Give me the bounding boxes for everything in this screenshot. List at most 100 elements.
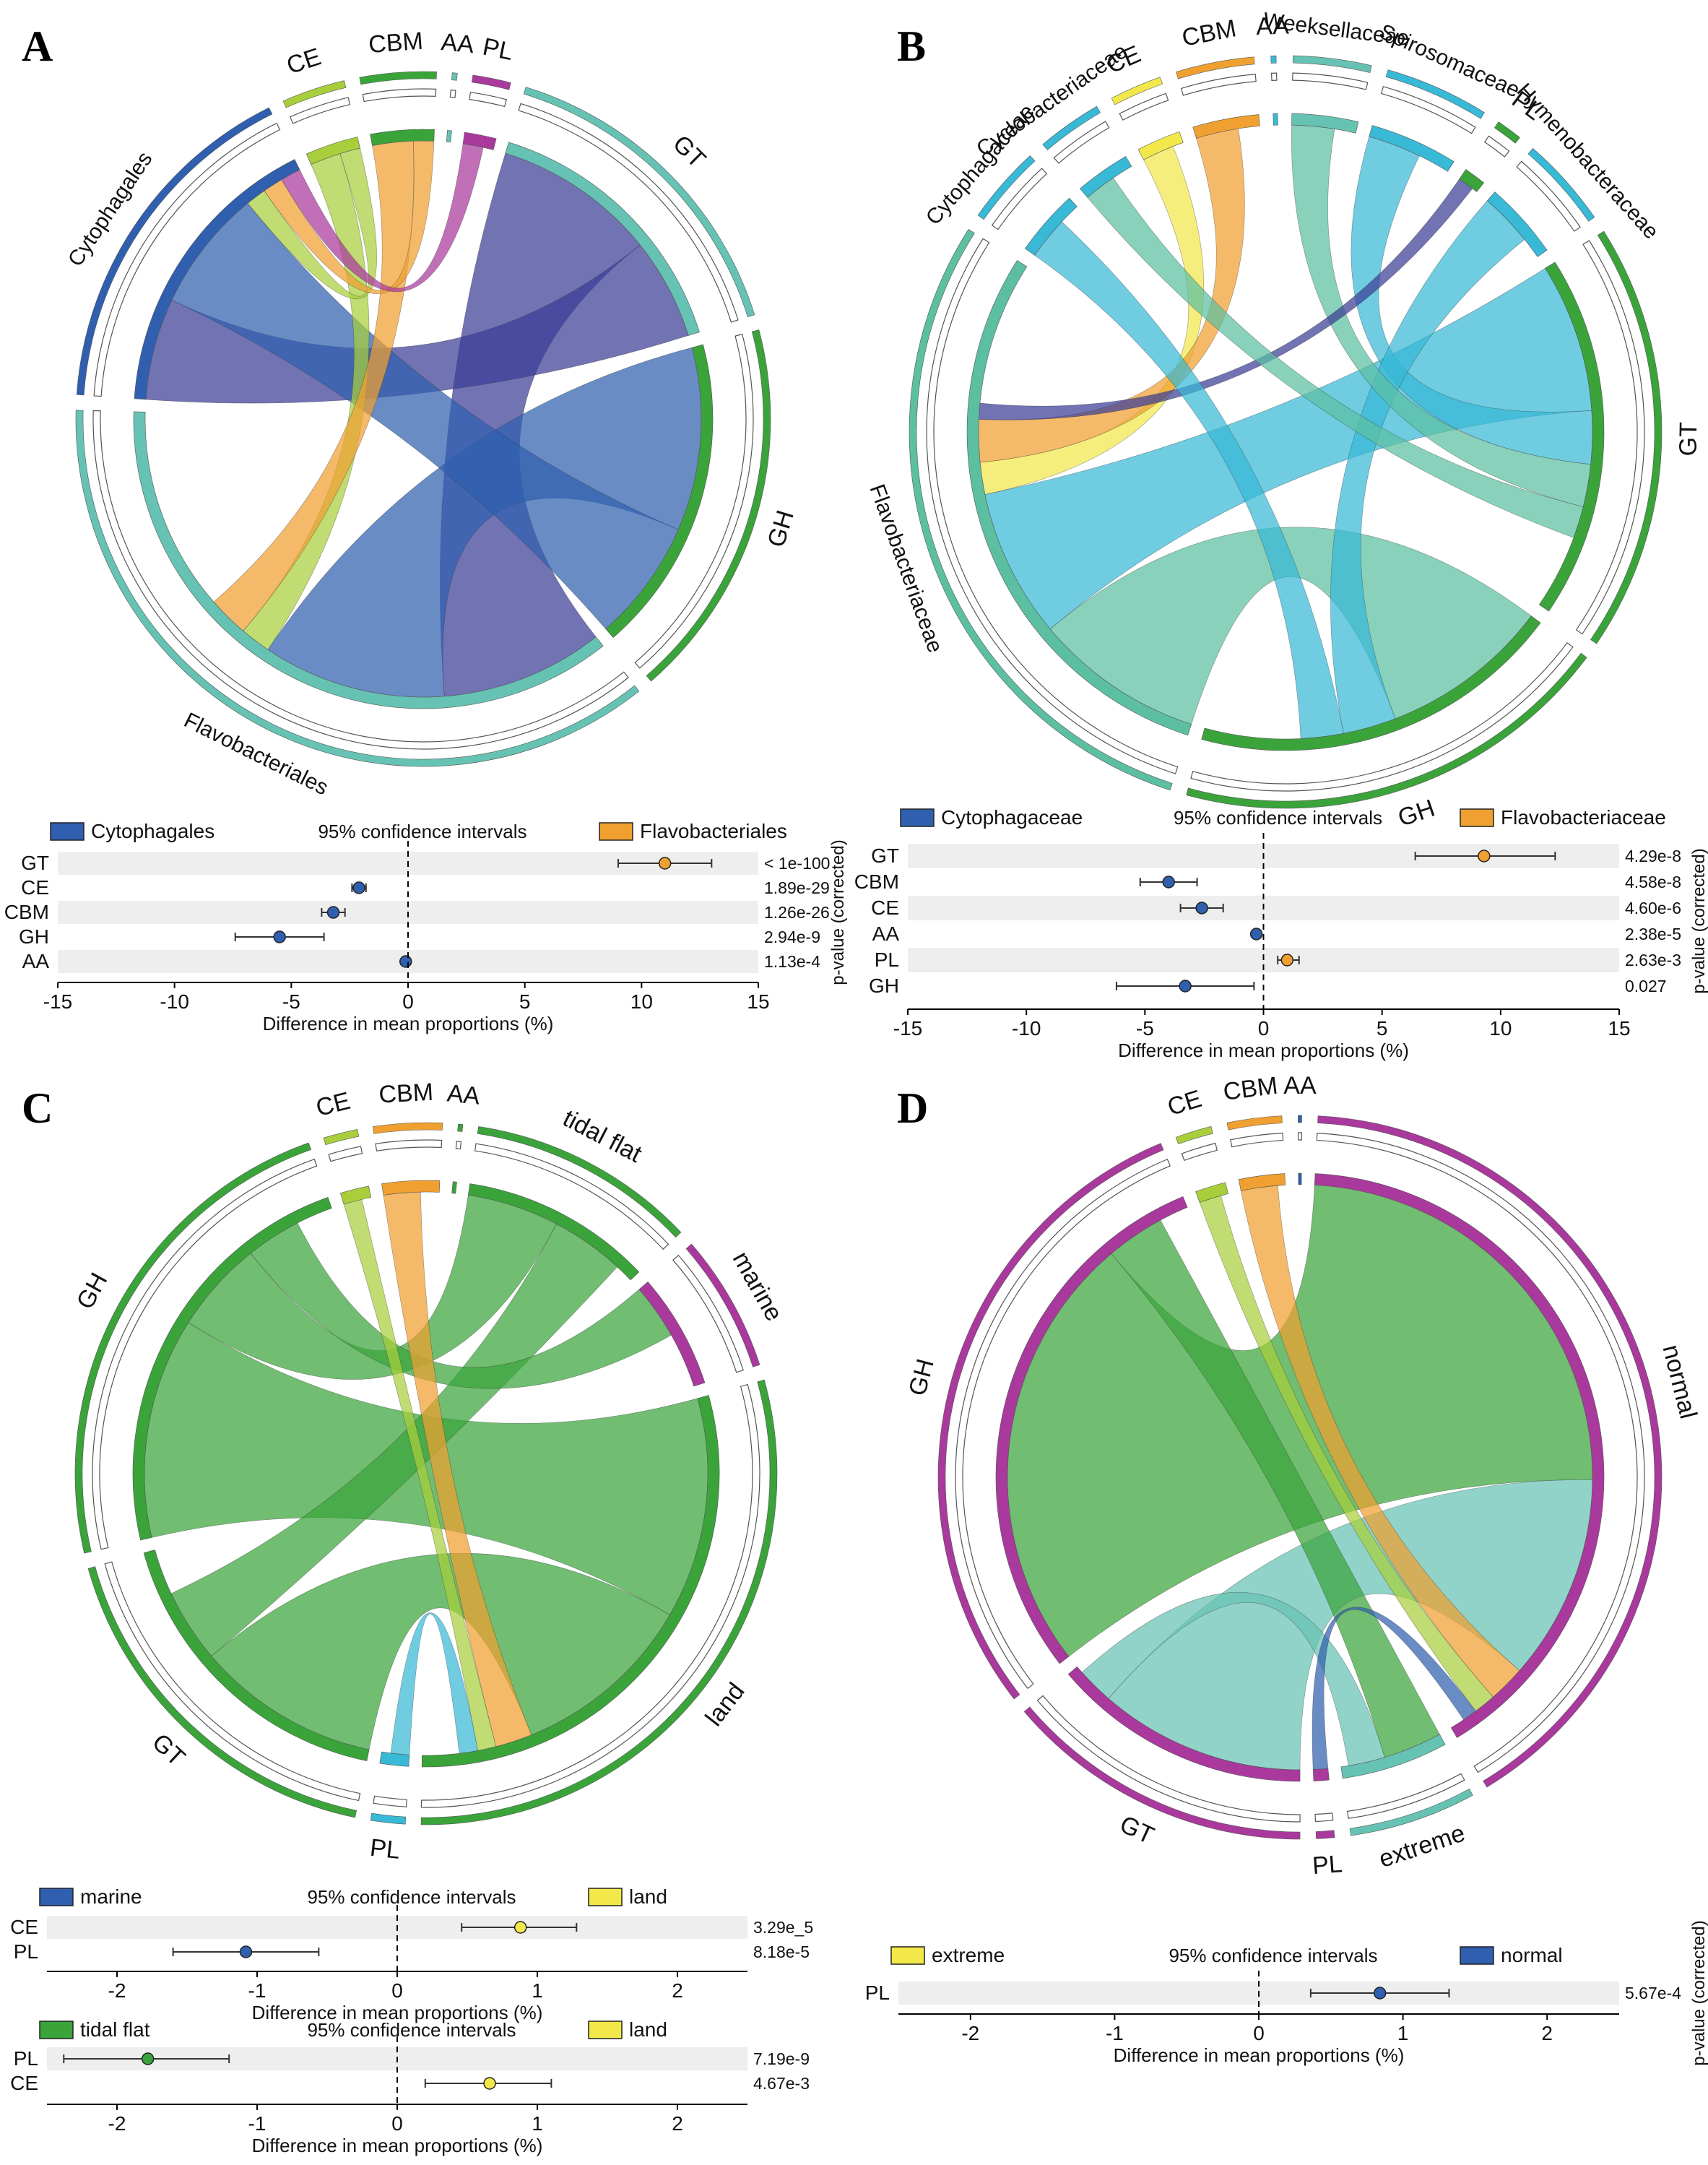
p-value-ce: 4.67e-3	[753, 2074, 810, 2093]
ci-plot-a: Cytophagales Flavobacteriales 95% confiden…	[4, 820, 848, 1034]
segment-inner-extreme	[1340, 1734, 1446, 1779]
x-tick-label-5: 5	[1377, 1017, 1388, 1040]
segment-inner-cbm	[1238, 1173, 1286, 1191]
legend-swatch-flavobacteriaceae	[1460, 808, 1494, 827]
segment-label-cbm: CBM	[368, 27, 424, 59]
panel-d: D normal extreme PL GT GH CE CBM AA extreme norm…	[854, 1069, 1708, 2165]
legend-swatch-normal	[1460, 1946, 1494, 1965]
ci-point-ce	[352, 881, 365, 894]
segment-mid-aa	[1297, 1132, 1302, 1141]
segment-mid-pl	[1314, 1812, 1334, 1823]
chord-links-d	[1007, 1185, 1593, 1771]
ci-1-x-label: Difference in mean proportions (%)	[1118, 1040, 1409, 1061]
segment-mid-cbm	[1180, 74, 1257, 96]
ci-point-aa	[1249, 928, 1263, 941]
x-tick-label-10: 10	[1489, 1017, 1512, 1040]
segment-outer-gh	[646, 329, 771, 682]
row-label-gt: GT	[21, 852, 49, 874]
segment-label-ce: CE	[283, 43, 324, 79]
segment-inner-pl	[462, 131, 497, 150]
segment-inner-aa	[451, 1181, 457, 1194]
ci-2-legend: marine land 95% confidence intervals	[39, 1885, 667, 1908]
segment-mid-extreme	[1346, 1773, 1465, 1819]
panel-a: A GT GH Flavobacteriales Cytophagales CE CBM A…	[0, 0, 854, 1069]
segment-inner-gh	[605, 344, 714, 639]
segment-outer-pl	[370, 1812, 407, 1825]
segment-outer-aa	[457, 1123, 464, 1132]
segment-label-ce: CE	[1164, 1085, 1205, 1121]
x-tick-label-15: -15	[893, 1017, 922, 1040]
segment-mid-spirosomaceae	[1380, 86, 1476, 134]
segment-label-aa: AA	[1283, 1072, 1317, 1099]
ci-point-gt	[658, 857, 672, 870]
segment-mid-gt	[518, 103, 739, 323]
x-tick-label-1: -1	[1106, 2022, 1124, 2044]
x-tick-label-15: -15	[43, 990, 72, 1013]
ci-plot-c2: tidal flat land 95% confidence intervals PL…	[10, 2018, 810, 2156]
segment-mid-aa	[455, 1141, 462, 1150]
legend-label-land: land	[629, 2018, 667, 2041]
row-label-aa: AA	[872, 922, 900, 945]
segment-label-pl: PL	[480, 33, 515, 66]
segment-outer-pl	[1494, 121, 1520, 144]
segment-outer-pl	[472, 74, 511, 90]
segment-mid-gh	[1190, 641, 1574, 792]
segment-mid-aa	[1270, 72, 1278, 81]
segment-outer-gh	[1186, 652, 1587, 809]
ci-4-x-label: Difference in mean proportions (%)	[1114, 2044, 1405, 2066]
ci-point-aa	[399, 955, 412, 968]
segment-label-aa: AA	[1256, 12, 1290, 40]
segment-outer-cbm	[373, 1122, 443, 1134]
x-tick-label-2: -2	[961, 2022, 979, 2044]
ci-plot-d: extreme normal 95% confidence intervals PL 5…	[865, 1920, 1708, 2066]
ci-plot-c1: marine land 95% confidence intervals CE 3.29…	[10, 1885, 813, 2023]
segment-mid-gh	[92, 1158, 318, 1550]
p-value-gt: < 1e-100	[764, 854, 830, 873]
legend-label-tidal-flat: tidal flat	[80, 2018, 150, 2041]
segment-inner-aa	[446, 130, 452, 143]
x-tick-label-15: 15	[747, 990, 769, 1013]
segment-label-gh: GH	[903, 1356, 940, 1399]
ci-4-title: 95% confidence intervals	[1169, 1945, 1377, 1966]
segment-outer-gt	[1023, 1706, 1301, 1840]
ci-0-title: 95% confidence intervals	[318, 821, 526, 842]
segment-mid-flavobacteriales	[92, 410, 629, 750]
ci-2-title: 95% confidence intervals	[307, 1886, 516, 1908]
p-value-ce: 1.89e-29	[764, 878, 830, 897]
segment-inner-cyclobacteriaceae	[1080, 156, 1132, 198]
row-label-gt: GT	[871, 844, 899, 867]
x-tick-label-2: -2	[108, 1979, 126, 2002]
ci-1-legend: Cytophagaceae Flavobacteriaceae 95% confid…	[900, 806, 1666, 829]
segment-label-ce: CE	[313, 1087, 353, 1122]
segment-mid-hymenobacteraceae	[1516, 160, 1581, 232]
row-label-ce: CE	[10, 1916, 38, 1938]
ci-0-legend: Cytophagales Flavobacteriales 95% confiden…	[50, 820, 787, 842]
segment-outer-flavobacteriales	[75, 410, 640, 767]
x-tick-label-10: -10	[160, 990, 188, 1013]
legend-label-cytophagaceae: Cytophagaceae	[941, 806, 1083, 829]
segment-label-cbm: CBM	[378, 1079, 434, 1109]
segment-inner-cbm	[381, 1180, 441, 1196]
segment-mid-ce	[1181, 1142, 1218, 1162]
x-tick-label-1: 1	[532, 1979, 543, 2002]
ci-4-legend: extreme normal 95% confidence intervals	[890, 1944, 1563, 1966]
segment-inner-gh	[1201, 615, 1541, 751]
segment-mid-gt	[104, 1561, 361, 1802]
legend-swatch-tidal-flat	[39, 2021, 74, 2039]
x-tick-label-1: 1	[1397, 2022, 1409, 2044]
segment-outer-cbm	[1176, 56, 1255, 79]
x-tick-label-5: -5	[282, 990, 300, 1013]
segment-inner-ce	[1137, 131, 1184, 160]
segment-outer-cbm	[1226, 1115, 1283, 1131]
segment-inner-gt	[505, 142, 700, 336]
segment-inner-gt	[1067, 1666, 1301, 1782]
segment-label-gh: GH	[763, 507, 799, 550]
chord-link-gt-weeksellaceae	[1291, 124, 1591, 507]
row-label-cbm: CBM	[4, 901, 49, 923]
chord-diagram-b: WeeksellaceaeSpirosomaceaePLHymenobacter…	[865, 9, 1703, 832]
ci-point-ce	[513, 1921, 527, 1934]
ci-point-gh	[1179, 980, 1192, 993]
segment-label-gt: GT	[1116, 1810, 1158, 1849]
